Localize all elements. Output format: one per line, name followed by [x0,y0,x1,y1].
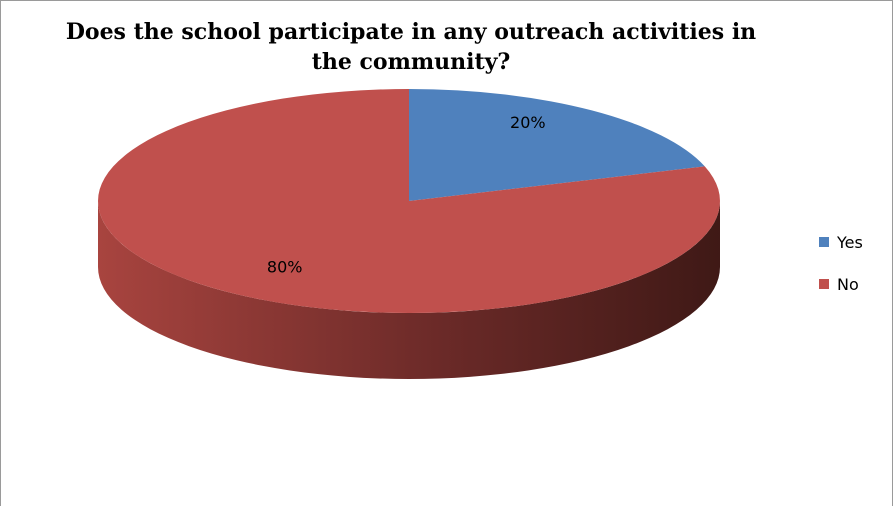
legend-item-no: No [819,273,863,295]
pie-side-wall [98,201,720,379]
data-label-no: 80% [267,258,303,277]
pie-slice-no [97,89,720,313]
legend-item-yes: Yes [819,231,863,253]
legend: Yes No [819,231,863,315]
legend-swatch-yes [819,237,829,247]
legend-label-no: No [837,274,859,294]
legend-label-yes: Yes [837,232,863,252]
chart-title: Does the school participate in any outre… [65,19,757,75]
legend-swatch-no [819,279,829,289]
pie-slice-yes [409,89,705,201]
data-label-yes: 20% [510,113,546,132]
